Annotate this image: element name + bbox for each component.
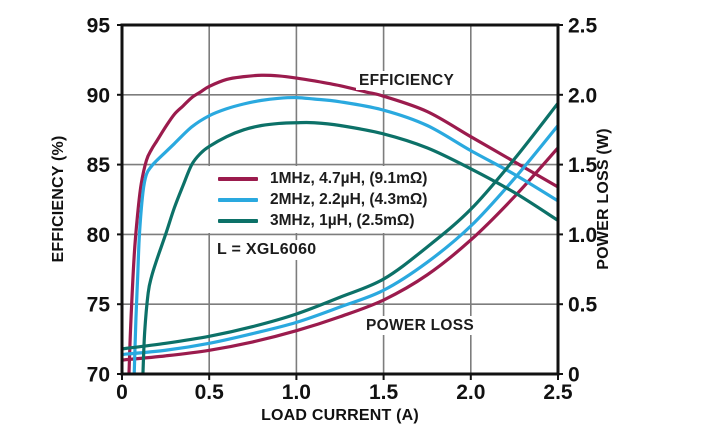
x-axis-title: LOAD CURRENT (A) <box>261 407 419 424</box>
power-loss-curve-3mhz <box>122 101 558 351</box>
right-y-tick-label: 0 <box>568 364 580 387</box>
right-y-tick-label: 2.5 <box>568 15 598 38</box>
right-y-tick-label: 2.0 <box>568 84 597 107</box>
right-y-tick-label: 1.5 <box>568 154 598 177</box>
left-y-tick-label: 75 <box>87 294 111 317</box>
x-tick-label: 0 <box>116 381 128 404</box>
efficiency-annotation: EFFICIENCY <box>356 71 458 91</box>
legend-label-2mhz: 2MHz, 2.2µH, (4.3mΩ) <box>270 190 428 208</box>
right-y-tick-label: 0.5 <box>568 294 598 317</box>
plot-frame <box>120 23 560 376</box>
efficiency-curve-1mhz <box>127 73 558 374</box>
legend-line-icon-1mhz <box>218 176 258 181</box>
left-y-tick-label: 95 <box>87 15 111 38</box>
legend: 1MHz, 4.7µH, (9.1mΩ) 2MHz, 2.2µH, (4.3mΩ… <box>208 166 434 233</box>
left-y-tick-label: 80 <box>87 224 110 247</box>
right-y-tick-label: 1.0 <box>568 224 597 247</box>
plot-graphics: 0 0.5 1.0 1.5 2.0 2.5 70 75 80 85 90 95 0 0.5 1.0 1.5 2.… <box>87 15 598 405</box>
x-tick-label: 2.0 <box>456 381 485 404</box>
legend-label-3mhz: 3MHz, 1µH, (2.5mΩ) <box>270 211 415 229</box>
efficiency-curve-3mhz <box>141 120 558 374</box>
power-loss-curve-1mhz <box>122 146 558 362</box>
legend-item-1mhz: 1MHz, 4.7µH, (9.1mΩ) <box>218 168 427 189</box>
legend-item-2mhz: 2MHz, 2.2µH, (4.3mΩ) <box>218 189 427 210</box>
left-y-tick-label: 85 <box>87 154 111 177</box>
left-y-axis-title: EFFICIENCY (%) <box>50 136 67 263</box>
legend-line-icon-3mhz <box>218 218 258 223</box>
x-tick-label: 1.5 <box>369 381 399 404</box>
x-tick-label: 1.0 <box>282 381 311 404</box>
right-y-axis-title: POWER LOSS (W) <box>595 128 612 269</box>
legend-item-3mhz: 3MHz, 1µH, (2.5mΩ) <box>218 210 427 231</box>
power-loss-annotation: POWER LOSS <box>363 316 478 336</box>
efficiency-curve-2mhz <box>132 95 558 374</box>
legend-label-1mhz: 1MHz, 4.7µH, (9.1mΩ) <box>270 169 428 187</box>
left-y-tick-label: 90 <box>87 84 110 107</box>
data-curves <box>122 73 558 374</box>
x-tick-label: 2.5 <box>543 381 573 404</box>
power-loss-curve-2mhz <box>122 123 558 357</box>
left-y-tick-label: 70 <box>87 364 110 387</box>
x-tick-label: 0.5 <box>195 381 225 404</box>
inductor-note: L = XGL6060 <box>214 240 320 260</box>
tick-labels: 0 0.5 1.0 1.5 2.0 2.5 70 75 80 85 90 95 0 0.5 1.0 1.5 2.… <box>87 15 598 405</box>
legend-line-icon-2mhz <box>218 197 258 202</box>
